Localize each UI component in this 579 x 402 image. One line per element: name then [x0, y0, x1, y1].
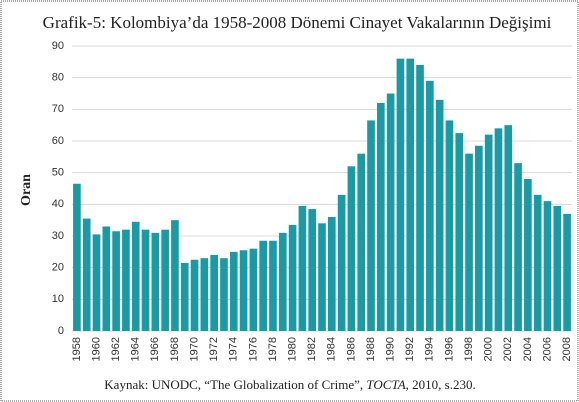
x-tick-label: 1960: [90, 337, 102, 361]
bar: [298, 205, 307, 331]
x-tick-label: 1986: [345, 337, 357, 361]
bar: [445, 120, 454, 332]
x-tick-label: 1978: [267, 337, 279, 361]
x-tick-label: 1958: [71, 337, 83, 361]
bar: [367, 120, 375, 332]
source-text: Kaynak: UNODC, “The Globalization of Cri…: [104, 377, 366, 392]
bar: [357, 153, 366, 331]
bar: [190, 259, 199, 331]
bar: [259, 240, 267, 331]
x-tick-label: 2000: [483, 337, 495, 361]
bar: [141, 229, 150, 331]
bar: [308, 209, 317, 331]
bar: [484, 134, 493, 331]
source-text: , 2010, s.230.: [406, 377, 476, 392]
bar: [278, 232, 287, 331]
y-tick-label: 40: [52, 198, 64, 210]
bar: [82, 218, 91, 331]
bar: [161, 229, 169, 331]
bar: [171, 220, 179, 331]
y-tick-label: 90: [52, 40, 64, 52]
source-text: TOCTA: [366, 377, 405, 392]
bar: [416, 65, 424, 331]
source-note: Kaynak: UNODC, “The Globalization of Cri…: [104, 377, 475, 392]
y-tick-label: 30: [52, 230, 64, 242]
bar: [514, 163, 522, 331]
bar: [318, 223, 326, 331]
bar: [239, 250, 248, 331]
x-tick-label: 1984: [326, 337, 338, 361]
bar: [524, 179, 532, 331]
bar: [553, 205, 562, 331]
chart-title: Grafik-5: Kolombiya’da 1958-2008 Dönemi …: [43, 13, 552, 32]
y-axis-label: Oran: [19, 174, 34, 206]
x-tick-label: 2004: [522, 337, 534, 361]
bar: [337, 194, 346, 331]
bar: [406, 58, 415, 332]
bar: [180, 262, 189, 331]
bar: [220, 258, 228, 331]
x-tick-label: 2006: [541, 337, 553, 361]
x-tick-label: 1964: [130, 337, 142, 361]
bar: [435, 99, 444, 331]
bar: [288, 224, 297, 331]
bar: [543, 201, 552, 331]
x-tick-label: 2002: [502, 337, 514, 361]
bar: [533, 194, 542, 331]
y-tick-label: 60: [52, 135, 64, 147]
y-tick-label: 70: [52, 103, 64, 115]
bar: [475, 145, 483, 331]
bar: [504, 125, 513, 332]
x-tick-label: 1998: [463, 337, 475, 361]
x-tick-label: 1988: [365, 337, 377, 361]
bar: [465, 153, 473, 331]
bar: [426, 80, 434, 331]
y-tick-label: 10: [52, 293, 64, 305]
x-tick-label: 1976: [247, 337, 259, 361]
x-tick-label: 1994: [424, 337, 436, 361]
bar: [92, 234, 101, 331]
bar: [327, 217, 336, 331]
x-tick-label: 1974: [228, 337, 240, 361]
x-tick-label: 1982: [306, 337, 318, 361]
bar: [200, 258, 209, 331]
bar: [102, 226, 111, 331]
x-tick-label: 1970: [188, 337, 200, 361]
bar: [122, 229, 130, 331]
y-tick-label: 50: [52, 167, 64, 179]
bar: [269, 240, 277, 331]
y-tick-label: 80: [52, 72, 64, 84]
bar: [347, 166, 356, 331]
y-tick-label: 20: [52, 262, 64, 274]
bar: [563, 213, 571, 331]
x-tick-label: 1966: [149, 337, 161, 361]
x-tick-label: 2008: [561, 337, 573, 361]
bar: [377, 103, 385, 331]
bar: [229, 251, 238, 331]
x-tick-label: 1996: [443, 337, 455, 361]
bar: [494, 128, 503, 331]
x-tick-label: 1980: [286, 337, 298, 361]
bar: [396, 58, 405, 332]
x-tick-label: 1992: [404, 337, 416, 361]
x-tick-label: 1990: [385, 337, 397, 361]
bar: [210, 255, 218, 331]
bar: [131, 221, 140, 331]
bar: [455, 133, 464, 331]
x-tick-label: 1968: [169, 337, 181, 361]
bar: [386, 93, 395, 331]
bar: [249, 248, 258, 331]
bar: [151, 232, 160, 331]
bar: [112, 231, 120, 331]
y-tick-label: 0: [58, 325, 64, 337]
x-tick-label: 1972: [208, 337, 220, 361]
bar: [73, 183, 81, 331]
x-tick-label: 1962: [110, 337, 122, 361]
